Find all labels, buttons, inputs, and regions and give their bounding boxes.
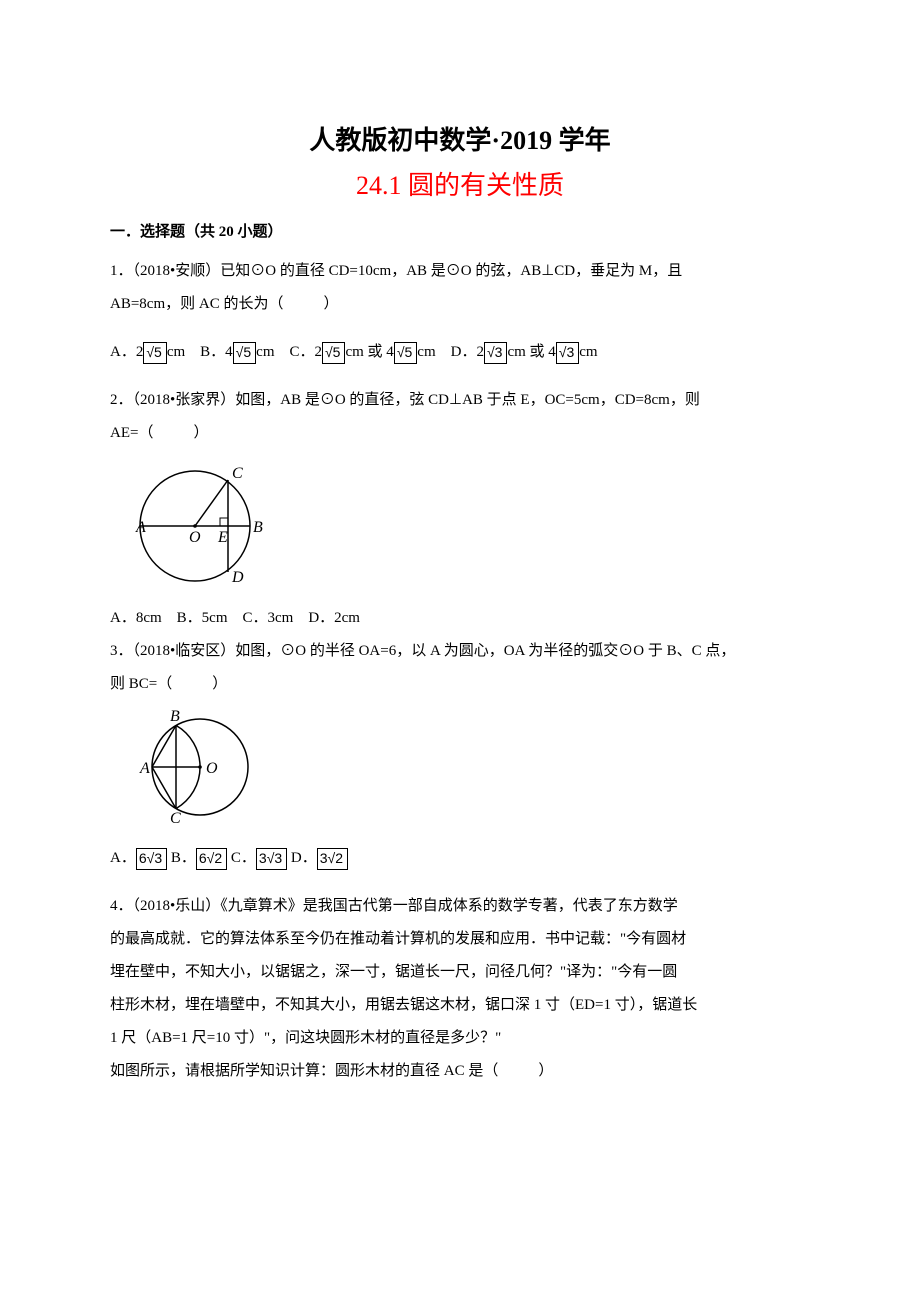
q1-line2: AB=8cm，则 AC 的长为（ ）: [110, 288, 810, 321]
q2-stem-c: ）: [193, 425, 208, 441]
q3-line2: 则 BC=（ ）: [110, 668, 810, 701]
q2-options: A．8cm B．5cm C．3cm D．2cm: [110, 602, 810, 635]
q2-line1: 2．（2018•张家界）如图，AB 是⊙O 的直径，弦 CD⊥AB 于点 E，O…: [110, 384, 810, 417]
title-main: 人教版初中数学·2019 学年: [110, 120, 810, 157]
sqrt-icon: √3: [484, 342, 507, 364]
q3-stem-b: 则 BC=（: [110, 676, 172, 692]
q3-figure: A B C O: [110, 707, 810, 827]
q4-l1: 4．（2018•乐山）《九章算术》是我国古代第一部自成体系的数学专著，代表了东方…: [110, 890, 810, 923]
label-C: C: [232, 465, 243, 482]
label-O: O: [189, 529, 201, 546]
q3-options: A．6√3 B．6√2 C．3√3 D．3√2: [110, 842, 810, 875]
q2-line2: AE=（ ）: [110, 417, 810, 450]
q1-C-pre: C．2: [289, 344, 322, 360]
title-sub: 24.1 圆的有关性质: [110, 165, 810, 202]
sqrt-icon: 3√3: [256, 848, 287, 870]
q4-l6: 如图所示，请根据所学知识计算：圆形木材的直径 AC 是（ ）: [110, 1055, 810, 1088]
q1-line1: 1．（2018•安顺）已知⊙O 的直径 CD=10cm，AB 是⊙O 的弦，AB…: [110, 255, 810, 288]
q4-l5: 1 尺（AB=1 尺=10 寸）"，问这块圆形木材的直径是多少？": [110, 1022, 810, 1055]
page: 人教版初中数学·2019 学年 24.1 圆的有关性质 一．选择题（共 20 小…: [0, 0, 920, 1148]
label-D: D: [231, 569, 244, 586]
q3-stem-c: ）: [212, 676, 227, 692]
sqrt-icon: √5: [233, 342, 256, 364]
q1-stem-c: ）: [323, 296, 338, 312]
label-E: E: [217, 529, 228, 546]
q1-C-mid: cm 或 4: [345, 344, 393, 360]
q3-B-pre: B．: [171, 850, 196, 866]
label-A: A: [135, 519, 146, 536]
section-title: 一．选择题（共 20 小题）: [110, 220, 810, 241]
sqrt-icon: √5: [394, 342, 417, 364]
sqrt-icon: 6√2: [196, 848, 227, 870]
sqrt-icon: 6√3: [136, 848, 167, 870]
q2-stem-b: AE=（: [110, 425, 153, 441]
q4-l3: 埋在壁中，不知大小，以锯锯之，深一寸，锯道长一尺，问径几何？"译为："今有一圆: [110, 956, 810, 989]
q1-C-suf: cm: [417, 344, 435, 360]
q4-l2: 的最高成就．它的算法体系至今仍在推动着计算机的发展和应用．书中记载："今有圆材: [110, 923, 810, 956]
q3-A-pre: A．: [110, 850, 136, 866]
q4-l7: ）: [538, 1063, 553, 1079]
q3-line1: 3．（2018•临安区）如图，⊙O 的半径 OA=6，以 A 为圆心，OA 为半…: [110, 635, 810, 668]
q1-B-suf: cm: [256, 344, 274, 360]
label-C: C: [170, 810, 181, 827]
q3-C-pre: C．: [231, 850, 256, 866]
q3-D-pre: D．: [291, 850, 317, 866]
q3-circle-diagram: A B C O: [110, 707, 270, 827]
sqrt-icon: 3√2: [317, 848, 348, 870]
sqrt-icon: √3: [556, 342, 579, 364]
q1-options: A．2√5cm B．4√5cm C．2√5cm 或 4√5cm D．2√3cm …: [110, 336, 810, 369]
q4-l6-text: 如图所示，请根据所学知识计算：圆形木材的直径 AC 是（: [110, 1063, 498, 1079]
q2-circle-diagram: A B C D O E: [110, 456, 280, 596]
sqrt-icon: √5: [322, 342, 345, 364]
q1-A-suf: cm: [167, 344, 185, 360]
q1-B-pre: B．4: [200, 344, 233, 360]
q1-D-pre: D．2: [451, 344, 484, 360]
q1-D-mid: cm 或 4: [507, 344, 555, 360]
q2-figure: A B C D O E: [110, 456, 810, 596]
q4-l4: 柱形木材，埋在墙壁中，不知其大小，用锯去锯这木材，锯口深 1 寸（ED=1 寸）…: [110, 989, 810, 1022]
q1-A-pre: A．2: [110, 344, 143, 360]
label-O: O: [206, 760, 218, 777]
label-A: A: [139, 760, 150, 777]
label-B: B: [253, 519, 263, 536]
q1-D-suf: cm: [579, 344, 597, 360]
q1-stem-b: AB=8cm，则 AC 的长为（: [110, 296, 283, 312]
sqrt-icon: √5: [143, 342, 166, 364]
label-B: B: [170, 708, 180, 725]
